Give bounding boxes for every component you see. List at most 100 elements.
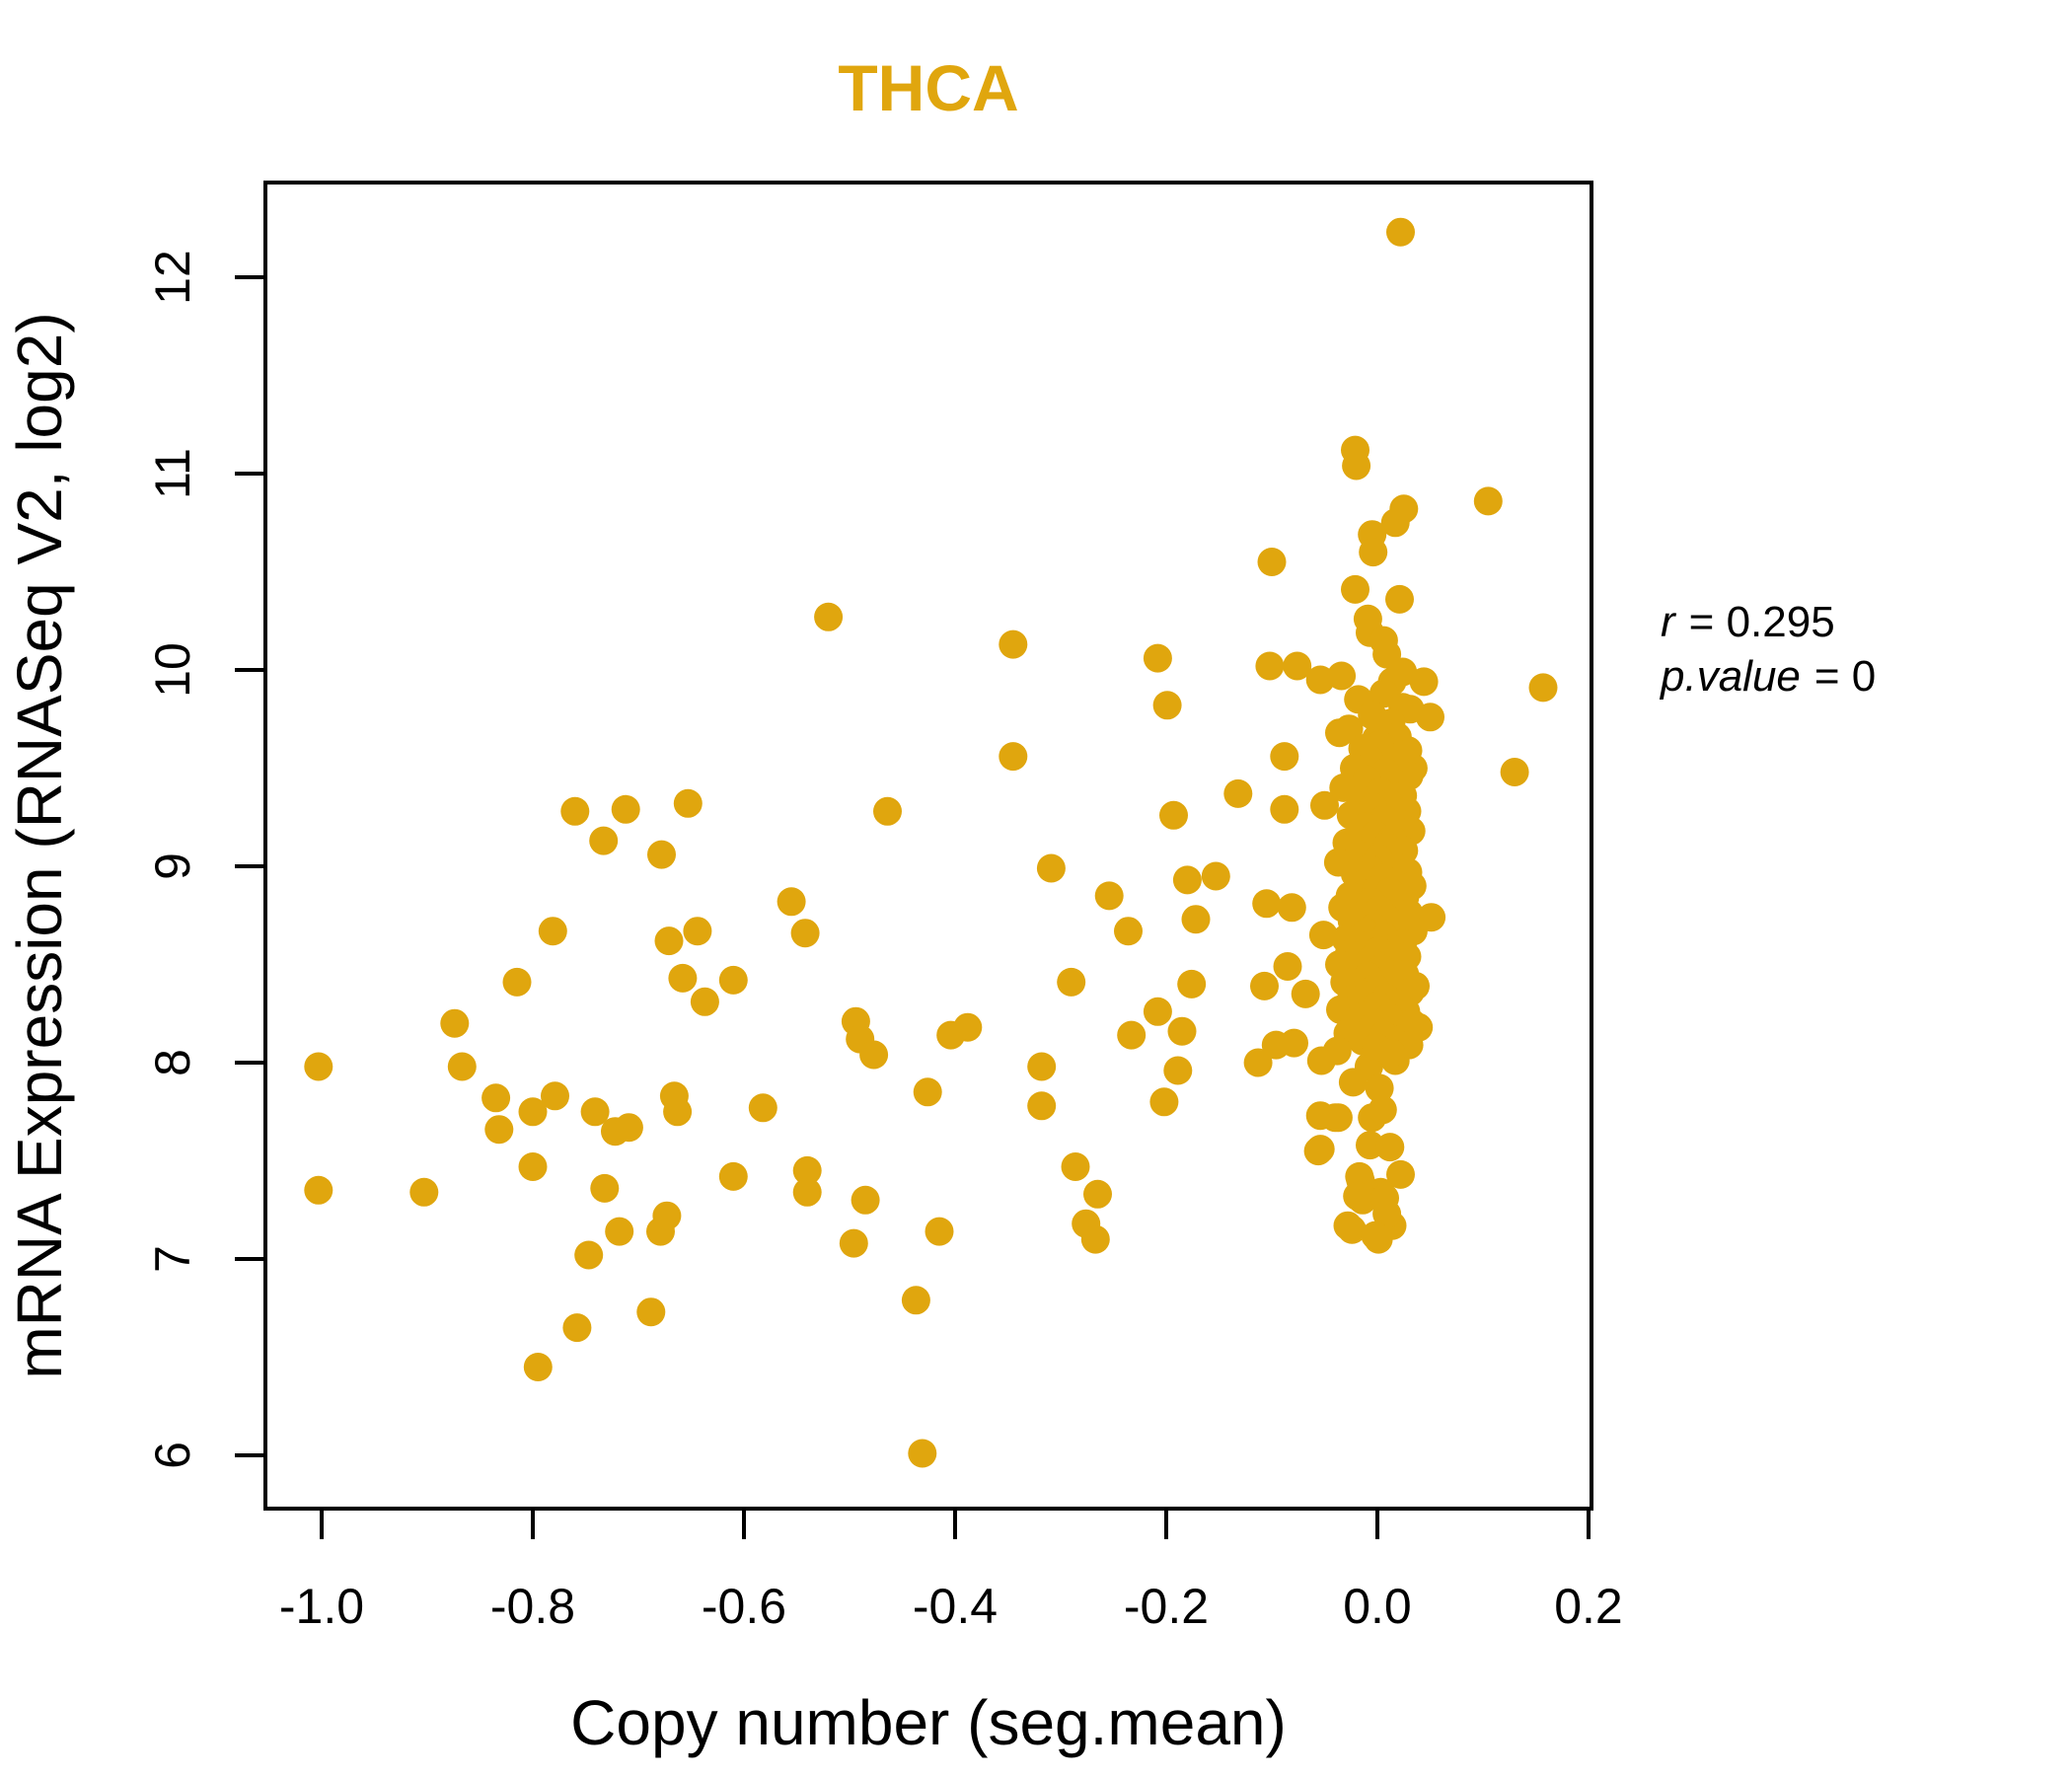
data-point <box>851 1185 880 1215</box>
data-point <box>1359 538 1388 567</box>
data-point <box>690 987 719 1016</box>
data-point <box>1027 1052 1057 1081</box>
data-point <box>1376 1038 1406 1068</box>
x-tick-label: -0.8 <box>490 1579 575 1634</box>
data-point <box>647 840 676 869</box>
x-tick-label: 0.0 <box>1343 1579 1412 1634</box>
data-point <box>1310 790 1339 820</box>
data-point <box>1143 643 1172 673</box>
data-point <box>574 1240 604 1270</box>
data-point <box>440 1008 470 1038</box>
data-point <box>777 887 806 917</box>
data-point <box>1305 665 1335 695</box>
data-point <box>1473 486 1503 516</box>
data-point <box>1243 1048 1273 1077</box>
y-axis-title: mRNA Expression (RNASeq V2, log2) <box>4 312 75 1378</box>
data-point <box>484 1115 514 1145</box>
data-point <box>1380 508 1410 538</box>
data-point <box>1083 1179 1112 1209</box>
data-point <box>668 963 698 993</box>
data-point <box>589 826 619 855</box>
data-point <box>953 1012 983 1042</box>
data-point <box>1368 1095 1397 1125</box>
data-point <box>1027 1091 1057 1121</box>
data-point <box>1386 1159 1415 1189</box>
data-point <box>1172 865 1202 895</box>
x-tick-label: -0.2 <box>1124 1579 1209 1634</box>
y-tick-label: 8 <box>145 1049 200 1076</box>
data-point <box>814 602 844 631</box>
x-tick-label: -1.0 <box>279 1579 364 1634</box>
data-point <box>409 1177 439 1207</box>
data-point <box>1114 917 1143 946</box>
data-point <box>1181 905 1211 934</box>
data-point <box>1159 800 1188 830</box>
y-tick-label: 6 <box>145 1442 200 1469</box>
data-point <box>614 1113 643 1143</box>
data-point <box>1409 667 1439 697</box>
data-point <box>1291 979 1320 1008</box>
x-tick-label: -0.4 <box>913 1579 998 1634</box>
data-point <box>1361 1221 1390 1250</box>
data-point <box>1308 921 1338 950</box>
data-point <box>999 742 1028 772</box>
x-axis-title: Copy number (seg.mean) <box>570 1687 1287 1758</box>
data-point <box>1036 853 1066 883</box>
data-point <box>748 1093 777 1123</box>
data-point <box>1143 997 1172 1026</box>
data-point <box>1386 217 1415 247</box>
data-point <box>304 1175 333 1205</box>
data-point <box>901 1286 930 1315</box>
data-point <box>1149 1087 1179 1117</box>
data-point <box>1385 584 1414 614</box>
y-tick-label: 12 <box>145 250 200 305</box>
data-point <box>1252 889 1282 919</box>
y-tick-label: 9 <box>145 852 200 880</box>
data-point <box>502 967 532 997</box>
data-point <box>538 917 567 946</box>
y-axis: 6 7 8 9 10 11 12 <box>145 250 265 1469</box>
y-tick-label: 11 <box>145 448 200 499</box>
data-point <box>913 1077 942 1107</box>
data-point <box>1117 1020 1147 1050</box>
data-point <box>1257 548 1287 576</box>
data-point <box>859 1040 889 1070</box>
data-point <box>611 794 640 824</box>
data-point <box>580 1097 610 1127</box>
data-point <box>1343 1181 1372 1211</box>
data-point <box>304 1052 333 1081</box>
data-point <box>1333 1211 1363 1240</box>
data-point <box>481 1083 511 1113</box>
data-point <box>1152 691 1182 720</box>
data-point <box>718 1161 748 1191</box>
data-point <box>908 1439 937 1468</box>
plot-frame <box>263 181 1593 1511</box>
data-point <box>1365 1073 1394 1103</box>
data-point <box>792 1155 822 1185</box>
data-point <box>1277 893 1306 923</box>
data-point <box>590 1173 620 1203</box>
data-point <box>925 1217 954 1246</box>
data-point <box>1338 1068 1368 1097</box>
data-point <box>560 796 590 826</box>
x-axis: -1.0 -0.8 -0.6 -0.4 -0.2 0.0 0.2 <box>279 1509 1623 1634</box>
data-point <box>541 1081 569 1111</box>
x-tick-label: -0.6 <box>702 1579 786 1634</box>
data-point <box>1320 1103 1350 1133</box>
x-tick-label: 0.2 <box>1554 1579 1623 1634</box>
data-point <box>999 629 1028 659</box>
data-point <box>839 1228 868 1258</box>
data-point <box>605 1217 634 1246</box>
data-point <box>636 1297 666 1327</box>
data-point <box>518 1097 548 1127</box>
data-point <box>1322 1036 1352 1066</box>
data-point <box>1500 758 1529 786</box>
data-point <box>1080 1224 1110 1254</box>
data-point <box>1342 451 1371 481</box>
data-point <box>562 1313 592 1343</box>
data-point <box>673 788 703 818</box>
data-point <box>1528 673 1558 703</box>
r-value-text: r = 0.295 <box>1661 598 1835 646</box>
data-point <box>1201 861 1230 891</box>
data-point <box>1372 1199 1402 1228</box>
